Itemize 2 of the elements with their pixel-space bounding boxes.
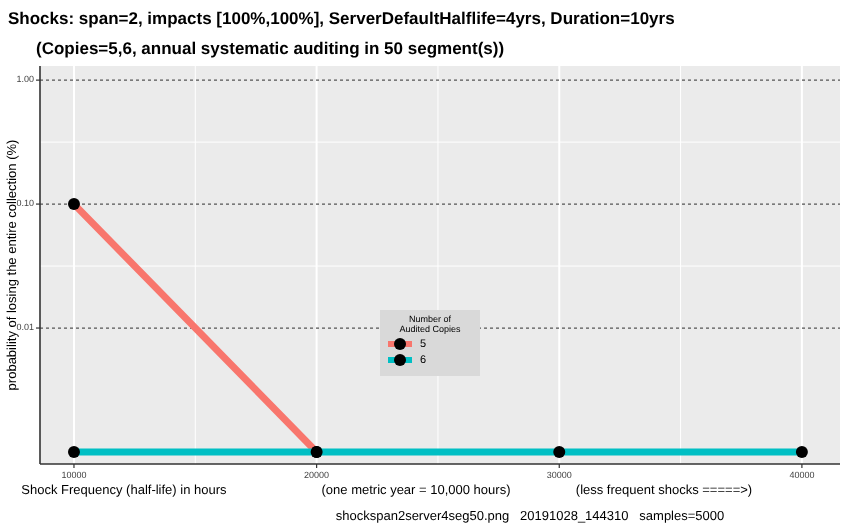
chart-subtitle: (Copies=5,6, annual systematic auditing in 50 segment(s)): [36, 38, 505, 58]
chart-title: Shocks: span=2, impacts [100%,100%], ServerDefaultHalflife=4yrs, Duration=10yrs: [8, 8, 676, 28]
